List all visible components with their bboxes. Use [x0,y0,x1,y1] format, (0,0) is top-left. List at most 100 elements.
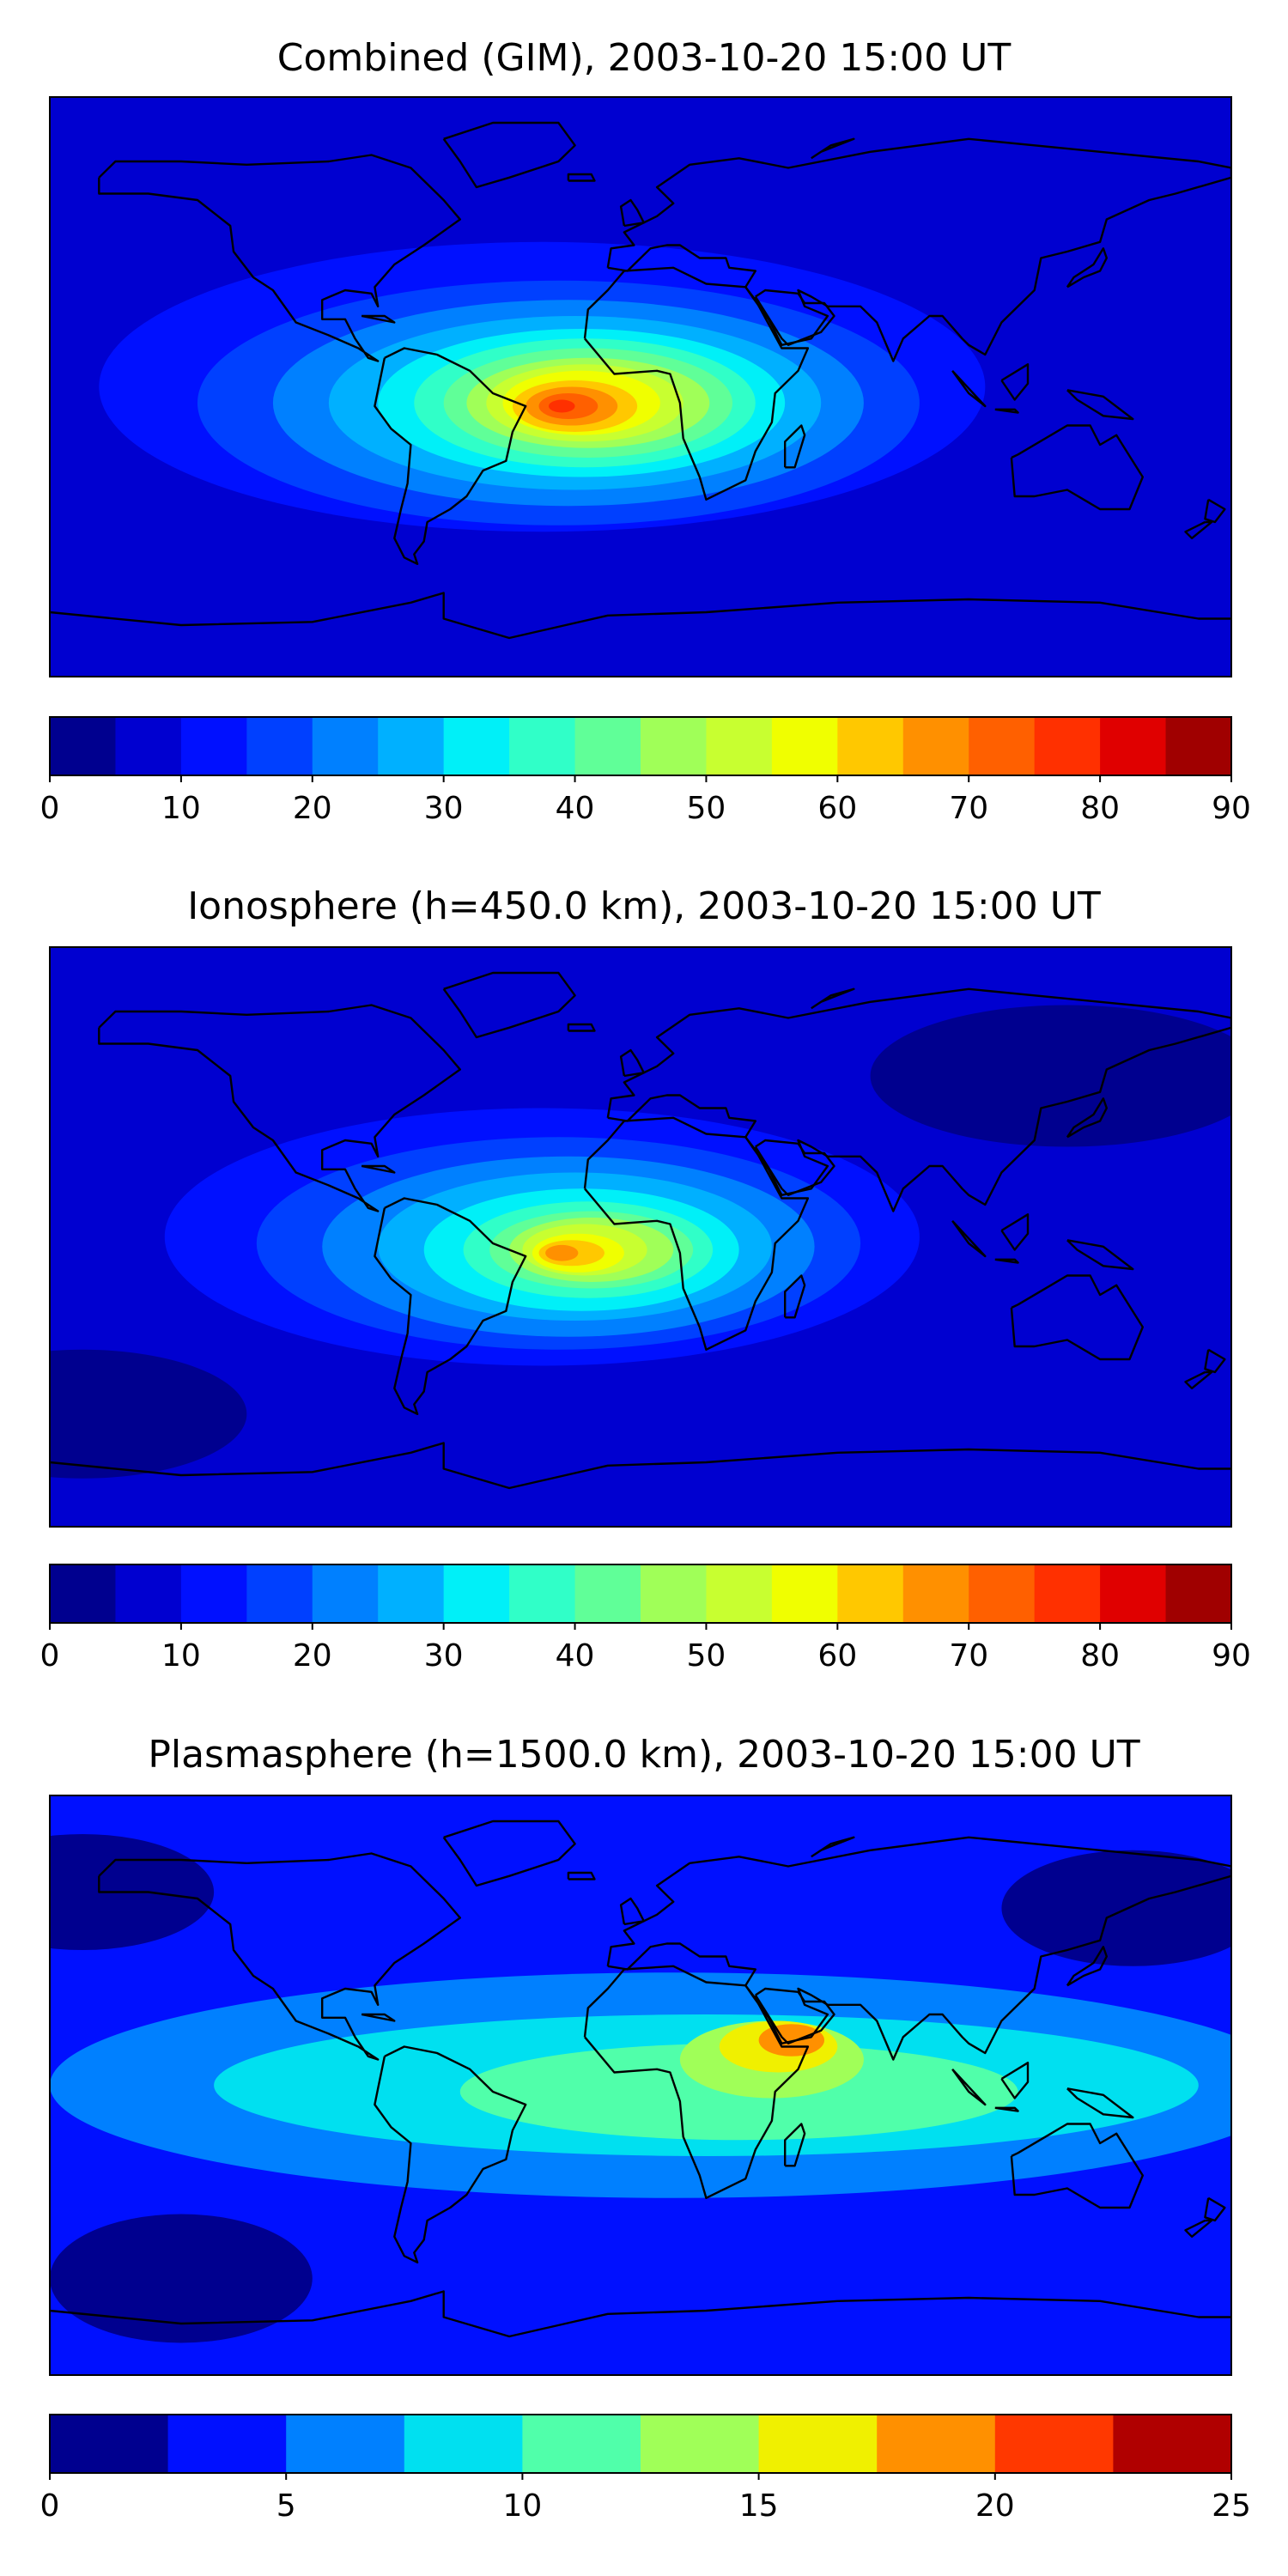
colorbar-segment [115,717,182,775]
colorbar-tick-label: 40 [556,1638,595,1674]
coastline [754,1987,835,2045]
contour-region [50,2214,313,2343]
coastline [994,1258,1019,1264]
coastline [951,2068,987,2106]
coastline [951,369,987,408]
coastline [994,408,1019,414]
colorbar-segment [246,1564,313,1623]
contour-region [758,2024,825,2057]
colorbar-tick-label: 60 [817,1638,857,1674]
coastline [98,154,461,362]
coastline [1184,2219,1213,2239]
colorbar-tick-label: 80 [1080,1638,1120,1674]
colorbar-tick-label: 0 [40,791,60,826]
coastline [1066,1239,1134,1271]
colorbar-tick-label: 90 [1212,1638,1251,1674]
coastline [754,289,835,346]
coastline [50,2290,1231,2338]
coastline [1010,2123,1145,2209]
coastline [567,173,596,182]
colorbar-segment [1165,717,1232,775]
coastline [361,2013,396,2022]
colorbar-segment [443,1564,510,1623]
coastlines [50,121,1231,640]
colorbar-tick-label: 15 [739,2488,779,2524]
coastline [50,1442,1231,1490]
coastline [583,266,810,501]
colorbar-segment [286,2415,405,2473]
coastline [1184,1370,1213,1390]
coastline [1066,1946,1109,1987]
coastline [606,987,1231,1212]
coastline [361,1164,396,1174]
colorbar-frame [49,2414,1232,2474]
colorbar-segment [167,2415,287,2473]
colorbar-frame [49,1564,1232,1624]
colorbar-segment [1165,1564,1232,1623]
colorbar-segment [115,1564,182,1623]
colorbar-segment [641,717,708,775]
coastline [784,1274,806,1319]
colorbar-tick-label: 10 [161,791,201,826]
colorbar-segment [1100,1564,1167,1623]
colorbar-segment [246,717,313,775]
colorbar-segment [312,717,379,775]
tec-contour-fill [50,1795,1231,2375]
colorbar-segment [902,717,969,775]
colorbar-segment [312,1564,379,1623]
colorbar-tick-label: 30 [424,1638,464,1674]
panel-title-plasmasphere: Plasmasphere (h=1500.0 km), 2003-10-20 1… [148,1733,1139,1777]
coastline [1066,2087,1134,2119]
colorbar-segment [50,1564,117,1623]
colorbar-segment [1034,717,1101,775]
colorbar-segment [378,717,445,775]
panel-title-combined: Combined (GIM), 2003-10-20 15:00 UT [277,36,1012,80]
tec-contour-fill [50,97,1231,677]
coastline [50,592,1231,640]
colorbar-segment [641,1564,708,1623]
colorbar-segment [443,717,510,775]
coastline [442,121,576,189]
colorbar-segment [902,1564,969,1623]
colorbar-segment [837,717,904,775]
coastline [1204,1348,1226,1374]
colorbar-tick-label: 70 [949,791,988,826]
colorbar-tick-label: 10 [161,1638,201,1674]
coastline [1000,1213,1030,1251]
colorbar-segment [969,717,1036,775]
coastline [619,1048,645,1078]
colorbar-tick-label: 5 [276,2488,296,2524]
colorbar-segment [574,1564,641,1623]
coastline [1184,520,1213,539]
colorbar-segment [969,1564,1036,1623]
coastline [1204,498,1226,524]
coastline [374,2045,527,2264]
colorbar-plasmasphere: 0 5 10 15 20 25 [40,2414,1251,2524]
contour-region [50,1349,247,1479]
colorbar-tick-label: 80 [1080,791,1120,826]
colorbar-tick-label: 50 [687,1638,726,1674]
colorbar-segment [180,717,247,775]
coastline [567,1023,596,1032]
colorbar-segment [574,717,641,775]
colorbar-segment [404,2415,523,2473]
colorbar-segment [1034,1564,1101,1623]
colorbar-tick-label: 60 [817,791,857,826]
colorbar-tick-label: 30 [424,791,464,826]
map-frame [49,96,1232,677]
coastline [606,1836,1231,2061]
colorbar-tick-label: 25 [1212,2488,1251,2524]
map-ionosphere [49,946,1232,1528]
colorbar-tick-label: 70 [949,1638,988,1674]
colorbar-tick-label: 20 [293,791,332,826]
coastline [619,198,645,228]
coastline [1066,1097,1109,1139]
colorbar-segment [771,1564,838,1623]
coastline [951,1219,987,1258]
coastline [994,2106,1019,2112]
colorbar-segment [771,717,838,775]
colorbar-tick-label: 90 [1212,791,1251,826]
colorbar-segment [758,2415,878,2473]
colorbar-segment [509,1564,576,1623]
